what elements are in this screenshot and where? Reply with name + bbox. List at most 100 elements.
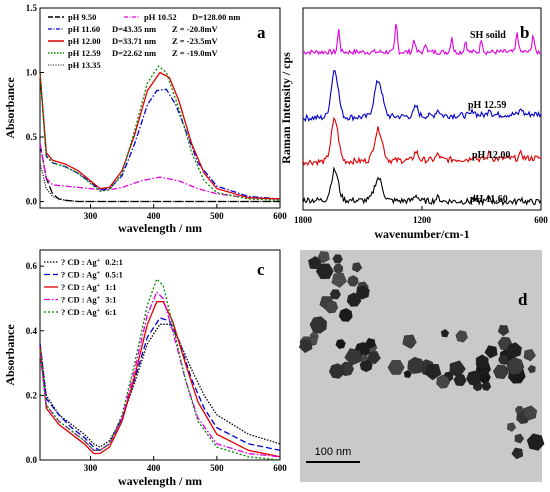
panel-a-ticks: 300 400 500 600 0.0 0.5 1.0 1.5 [26,3,288,221]
x-tick-label: 400 [147,463,161,473]
panel-b: 1800 1200 600 wavenumber/cm-1 Raman Intens… [279,7,548,241]
legend-mark: ? [61,282,67,292]
legend-entry-0-2-1: ? CD : Ag+ 0.2:1 [61,257,123,267]
nanoparticle [527,364,536,374]
nanoparticle [346,292,362,307]
series-ph-11-60 [39,72,281,200]
legend-ph1052-d: D=128.00 nm [192,12,240,22]
nanoparticle [338,307,353,322]
legend-ratio: 0.2:1 [103,257,123,267]
panel-b-xlabel: wavenumber/cm-1 [374,227,469,241]
series-cd-ag-0-2-1 [39,323,281,448]
nanoparticle [331,272,347,288]
nanoparticle [324,300,339,314]
legend-ph1200-z: Z = -23.5mV [172,36,219,46]
legend-mark: ? [61,295,67,305]
legend-sup: + [97,258,101,264]
panel-c-ylabel: Absorbance [3,324,17,386]
nanoparticle [344,348,362,366]
panel-d-label: d [518,290,528,309]
legend-ratio: 6:1 [103,307,116,317]
nanoparticle [523,348,536,362]
nanoparticle [298,339,313,354]
legend-sup: + [97,283,101,289]
nanoparticle [402,334,417,349]
panel-b-label: b [520,23,529,42]
nanoparticle [436,374,451,389]
raman-series-ph-11-60 [302,166,542,207]
legend-text: CD : Ag [67,295,97,305]
x-tick-label: 300 [84,211,98,221]
raman-series-sh-soild [302,23,542,56]
y-tick-label: 1.5 [26,3,38,13]
legend-ph1259: pH 12.59 [68,48,101,58]
legend-ph950: pH 9.50 [68,12,96,22]
nanoparticle [387,360,405,375]
nanoparticle [333,263,344,274]
nanoparticle [492,364,509,380]
panel-a-legend: pH 9.50 pH 10.52 D=128.00 nm pH 11.60 D=… [48,12,240,70]
panel-b-xlabel-text: wavenumber/cm-1 [374,227,469,241]
legend-text: CD : Ag [67,282,97,292]
nanoparticle [332,254,343,264]
nanoparticle [506,422,517,432]
panel-a-xlabel: wavelength / nm [118,221,202,235]
nanoparticle [455,330,468,343]
tem-particles [298,251,545,460]
panel-b-series [302,23,542,207]
legend-text: CD : Ag [67,307,97,317]
nanoparticle [424,363,442,381]
x-tick-label: 600 [273,463,287,473]
series-ph-12-59 [39,65,281,201]
legend-text: CD : Ag [67,270,97,280]
x-tick-label: 1200 [413,215,432,225]
panel-a-frame [39,7,281,209]
y-tick-label: 0.6 [26,261,38,271]
nanoparticle [455,376,465,386]
x-tick-label: 500 [210,463,224,473]
nanoparticle [367,350,381,365]
nanoparticle [347,275,359,287]
legend-sup: + [97,296,101,302]
nanoparticle [407,356,425,374]
nanoparticle [526,433,545,451]
nanoparticle [315,263,334,280]
series-cd-ag-0-5-1 [39,317,281,452]
panel-c-xlabel: wavelength / nm [118,474,202,488]
nanoparticle [352,262,363,273]
nanoparticle [440,328,450,338]
panel-a: 300 400 500 600 0.0 0.5 1.0 1.5 wavelength / nm… [3,3,287,235]
nanoparticle [511,447,524,460]
nanoparticle [475,354,489,369]
trace-label-ph1160: pH 11.60 [470,194,508,205]
scale-bar-label: 100 nm [315,446,352,458]
x-tick-label: 300 [84,463,98,473]
legend-ph1160: pH 11.60 [68,24,100,34]
panel-c: 300 400 500 600 0.0 0.2 0.4 0.6 wavelength / nm… [3,249,287,488]
panel-c-label: c [257,260,265,279]
x-tick-label: 600 [534,215,548,225]
x-tick-label: 600 [273,211,287,221]
series-cd-ag-1-1 [39,301,281,458]
nanoparticle [515,405,524,415]
legend-sup: + [97,271,101,277]
y-tick-label: 0.4 [26,326,38,336]
legend-ph1200-d: D=33.71 nm [112,36,156,46]
nanoparticle [308,255,322,270]
y-tick-label: 0.2 [26,390,38,400]
x-tick-label: 1800 [294,215,313,225]
legend-mark: ? [61,257,67,267]
panel-c-legend: ? CD : Ag+ 0.2:1? CD : Ag+ 0.5:1? CD : A… [44,257,123,317]
nanoparticle [484,345,498,359]
nanoparticle [329,289,341,300]
legend-mark: ? [61,307,67,317]
nanoparticle [506,342,522,359]
legend-ratio: 0.5:1 [103,270,123,280]
series-cd-ag-6-1 [39,277,281,461]
legend-entry-3-1: ? CD : Ag+ 3:1 [61,295,117,305]
trace-label-ph1200: pH 12.00 [472,150,510,161]
legend-ratio: 3:1 [103,295,116,305]
legend-ph1160-z: Z = -20.8mV [172,24,219,34]
nanoparticle [317,251,330,264]
